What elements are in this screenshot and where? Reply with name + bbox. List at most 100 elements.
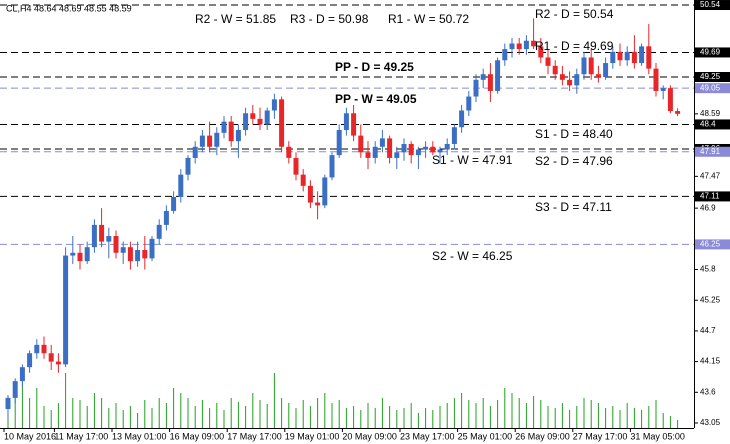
candle-body: [84, 247, 90, 262]
plot-area: [0, 4, 694, 428]
x-tick-label: 10 May 2016: [4, 431, 56, 441]
candle-body: [459, 110, 465, 128]
candle-body: [444, 143, 450, 150]
candle-body: [588, 57, 594, 75]
level-box: [695, 146, 730, 157]
level-box-label: 49.25: [700, 72, 721, 81]
price-axis: 50.9850.5449.6949.2548.447.9647.1151.855…: [695, 0, 730, 250]
pivot-label: PP - D = 49.25: [335, 60, 414, 74]
candle-body: [379, 138, 385, 147]
candle-body: [185, 157, 191, 175]
x-tick-label: 25 May 01:00: [458, 431, 513, 441]
x-tick-label: 17 May 17:00: [227, 431, 282, 441]
level-box-label: 46.25: [700, 240, 721, 249]
level-box: [695, 239, 730, 250]
candle-body: [192, 146, 198, 158]
candle-body: [5, 397, 11, 410]
y-tick-label: 48.59: [700, 109, 721, 118]
candle-body: [12, 381, 18, 398]
candle-body: [653, 68, 659, 91]
candle-body: [286, 146, 292, 158]
level-box: [695, 0, 730, 11]
candle-body: [415, 149, 421, 156]
candle-body: [372, 146, 378, 158]
candle-body: [667, 88, 673, 112]
candle-body: [156, 224, 162, 239]
candle-body: [250, 113, 256, 119]
y-tick-label: 44.15: [700, 357, 721, 366]
pivot-label: S2 - W = 46.25: [432, 249, 513, 263]
level-box-label: 49.69: [700, 48, 721, 57]
level-box-label: 50.54: [700, 0, 721, 9]
candle-body: [271, 99, 277, 111]
candle-body: [624, 51, 630, 61]
y-tick-label: 43.6: [700, 387, 716, 396]
candle-body: [675, 111, 681, 114]
candle-body: [567, 79, 573, 86]
candle-body: [423, 146, 429, 150]
candle-body: [538, 46, 544, 58]
pivot-label: R1 - D = 49.69: [535, 39, 614, 53]
candle-body: [257, 118, 263, 125]
x-tick-label: 13 May 01:00: [112, 431, 167, 441]
candle-body: [408, 143, 414, 156]
candle-body: [581, 57, 587, 75]
candle-body: [329, 155, 335, 178]
candle-body: [113, 236, 119, 253]
candle-body: [221, 121, 227, 133]
pivot-label: R1 - W = 50.72: [388, 12, 469, 26]
candle-body: [516, 43, 522, 50]
candle-body: [77, 252, 83, 262]
candle-body: [351, 113, 357, 136]
candle-body: [106, 236, 112, 242]
candle-body: [509, 43, 515, 50]
candle-body: [19, 367, 25, 382]
level-box: [695, 119, 730, 130]
candle-body: [631, 51, 637, 64]
candle-body: [660, 88, 666, 91]
candle-body: [473, 79, 479, 97]
x-tick-label: 31 May 05:00: [630, 431, 685, 441]
pivot-label: S3 - D = 47.11: [535, 200, 612, 214]
candle-body: [610, 51, 616, 64]
candle-body: [531, 40, 537, 47]
candle-body: [120, 247, 126, 253]
candle-body: [617, 51, 623, 61]
candle-body: [322, 177, 328, 206]
x-tick-label: 20 May 09:00: [342, 431, 397, 441]
y-tick-label: 47.47: [700, 171, 721, 180]
candle-body: [207, 135, 213, 147]
candle-body: [214, 132, 220, 147]
candle-body: [48, 353, 54, 362]
candle-body: [401, 143, 407, 153]
candle-body: [127, 247, 133, 262]
x-tick-label: 26 May 09:00: [515, 431, 570, 441]
candle-body: [603, 63, 609, 78]
candle-body: [451, 127, 457, 144]
candle-body: [574, 74, 580, 86]
candle-body: [343, 113, 349, 131]
level-box-label: 47.91: [700, 147, 721, 156]
candle-body: [430, 146, 436, 153]
x-tick-label: 19 May 01:00: [285, 431, 340, 441]
x-tick-label: 11 May 17:00: [54, 431, 108, 441]
level-box-label: 49.05: [700, 83, 721, 92]
candle-body: [315, 202, 321, 206]
candle-body: [149, 238, 155, 259]
pivot-label: S2 - D = 47.96: [535, 154, 613, 168]
candle-body: [358, 135, 364, 153]
candle-body: [27, 353, 33, 368]
candle-body: [41, 344, 47, 354]
candle-body: [171, 196, 177, 211]
pivot-label: S1 - W = 47.91: [432, 153, 513, 167]
candle-body: [55, 361, 61, 365]
y-tick-label: 46.9: [700, 203, 716, 212]
level-box: [695, 72, 730, 83]
pivot-label: R2 - W = 51.85: [195, 12, 276, 26]
candle-body: [243, 113, 249, 131]
candle-body: [178, 174, 184, 197]
y-tick-label: 43.05: [700, 418, 721, 427]
candle-body: [293, 157, 299, 175]
candle-body: [545, 57, 551, 66]
candle-body: [91, 224, 97, 248]
